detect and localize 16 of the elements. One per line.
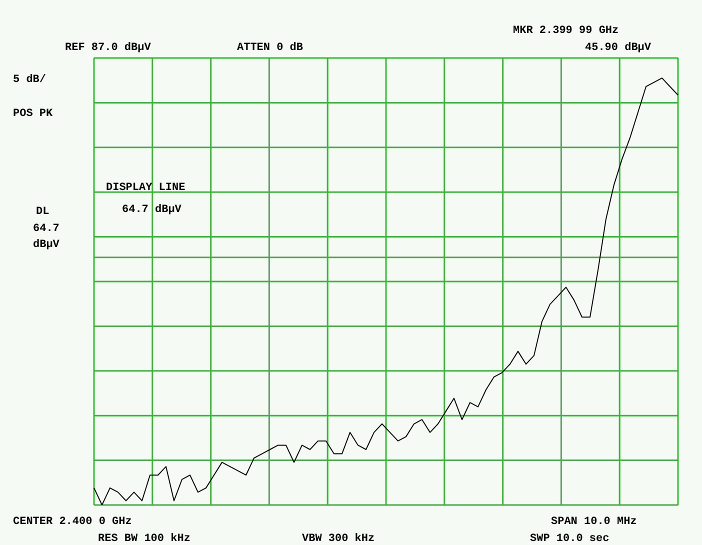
text: MKR 2.399 99 GHz [513,25,619,37]
text: DL [36,206,50,218]
text: VBW 300 kHz [302,533,375,545]
text: 5 dB/ [13,74,46,86]
text: ATTEN 0 dB [237,42,304,54]
text: RES BW 100 kHz [98,533,190,545]
annotation: 64.7 dBµV [122,204,182,216]
text: 64.7 [33,223,60,235]
text: POS PK [13,108,54,120]
text: SWP 10.0 sec [530,533,610,545]
annotation: DISPLAY LINE [106,182,186,194]
text: 45.90 dBµV [585,42,652,54]
text: dBµV [33,239,60,251]
text: REF 87.0 dBµV [65,42,152,54]
text: SPAN 10.0 MHz [551,516,637,528]
text: CENTER 2.400 0 GHz [13,516,132,528]
